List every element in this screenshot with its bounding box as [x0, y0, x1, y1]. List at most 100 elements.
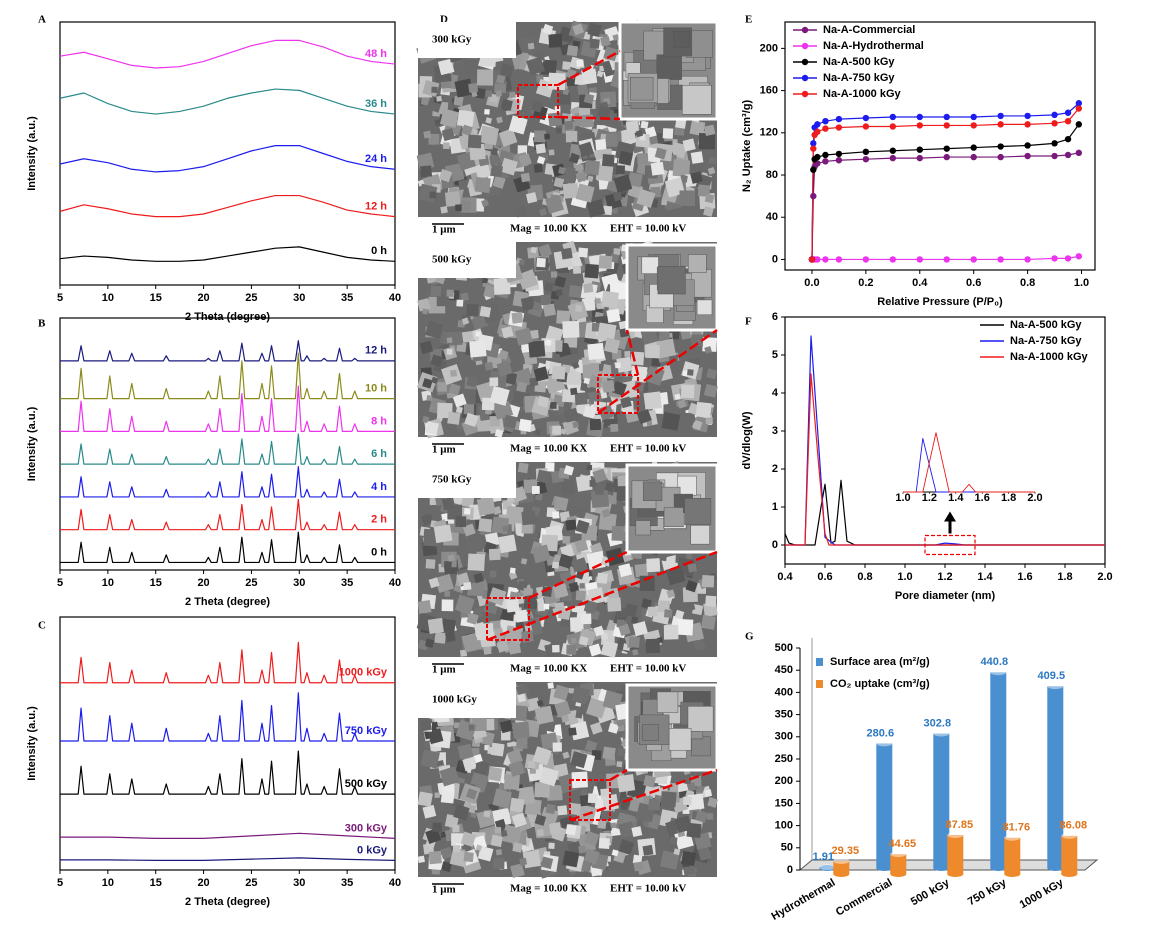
grain	[530, 100, 544, 113]
grain	[562, 850, 580, 868]
grain	[420, 719, 432, 732]
panel-label: A	[38, 14, 46, 26]
point	[822, 151, 829, 159]
bar-base	[933, 865, 950, 871]
series-line	[60, 531, 395, 564]
x-tick-label: 35	[341, 577, 353, 589]
grain	[466, 612, 479, 625]
grain	[686, 782, 697, 792]
point	[835, 124, 843, 131]
value-label: 280.6	[867, 727, 895, 739]
grain	[641, 598, 652, 609]
grain	[533, 163, 544, 173]
grain	[704, 124, 716, 137]
grain	[596, 70, 604, 78]
grain	[534, 814, 547, 826]
x-tick-label: 10	[102, 292, 114, 304]
y-tick-label: 250	[775, 753, 793, 765]
series-label: 4 h	[371, 481, 387, 493]
grain	[449, 369, 458, 377]
grain	[540, 59, 557, 76]
grain	[422, 377, 433, 389]
grain	[605, 547, 625, 567]
inset-tick-label: 1.2	[922, 492, 937, 504]
grain	[583, 282, 594, 294]
grain	[641, 256, 659, 274]
grain	[574, 538, 589, 553]
value-label: 86.08	[1060, 820, 1088, 832]
texture	[637, 254, 713, 325]
zoom-box	[597, 374, 639, 414]
grain	[681, 850, 697, 867]
grain	[620, 396, 632, 409]
grain	[601, 508, 611, 518]
grain	[693, 638, 706, 651]
x-tick-label: 30	[293, 292, 305, 304]
grain	[483, 810, 491, 818]
scale-label: 1 μm	[432, 884, 456, 896]
panel-label: E	[745, 14, 752, 26]
grain	[421, 513, 434, 526]
point	[970, 122, 977, 129]
grain	[631, 616, 639, 624]
grain	[463, 851, 474, 863]
grain	[527, 42, 535, 50]
grain	[528, 340, 546, 358]
grain	[508, 641, 522, 655]
point	[1024, 256, 1031, 263]
grain	[581, 356, 590, 366]
grain	[546, 784, 563, 801]
micrograph-label: 500 kGy	[432, 254, 472, 266]
point	[1064, 135, 1072, 143]
grain	[690, 525, 710, 545]
bar	[1061, 835, 1078, 874]
grain	[574, 392, 588, 406]
grain	[460, 200, 471, 211]
label-box	[418, 682, 516, 718]
grain	[467, 553, 486, 572]
zoom-box	[924, 534, 976, 556]
series-label: 10 h	[365, 383, 387, 395]
grain	[543, 603, 550, 610]
grain	[598, 837, 610, 850]
grain	[493, 857, 505, 870]
grain	[547, 112, 563, 127]
grain	[571, 685, 591, 705]
series-label: 8 h	[371, 415, 387, 427]
grain	[615, 165, 626, 175]
legend-swatch	[816, 658, 823, 666]
grain	[536, 469, 551, 484]
grain	[708, 156, 716, 165]
grain	[559, 93, 571, 105]
grain	[570, 387, 578, 396]
grain	[606, 308, 621, 323]
grain	[461, 124, 473, 136]
grain	[585, 697, 607, 719]
grain	[444, 561, 452, 569]
panel-label: F	[745, 316, 752, 328]
series-label: 12 h	[365, 201, 387, 213]
grain	[566, 644, 577, 655]
grain	[571, 557, 589, 575]
bar	[933, 733, 950, 868]
label-box	[418, 242, 516, 278]
legend-label: Na-A-750 kGy	[823, 72, 895, 84]
x-axis-label: 2 Theta (degree)	[185, 311, 270, 323]
x-tick-label: 20	[197, 877, 209, 889]
grain	[575, 711, 583, 719]
grain	[660, 791, 677, 808]
legend-label: Na-A-500 kGy	[823, 56, 895, 68]
grain	[508, 571, 518, 580]
grain	[417, 298, 431, 312]
grain	[534, 429, 541, 436]
grain	[554, 275, 567, 288]
series-label: 12 h	[365, 345, 387, 357]
bar-cap	[1047, 683, 1064, 690]
grain	[489, 570, 497, 578]
series-line	[59, 194, 396, 218]
grain	[588, 643, 602, 657]
grain	[428, 577, 440, 589]
grain	[517, 693, 527, 703]
grain	[553, 684, 570, 701]
grain	[431, 86, 438, 93]
